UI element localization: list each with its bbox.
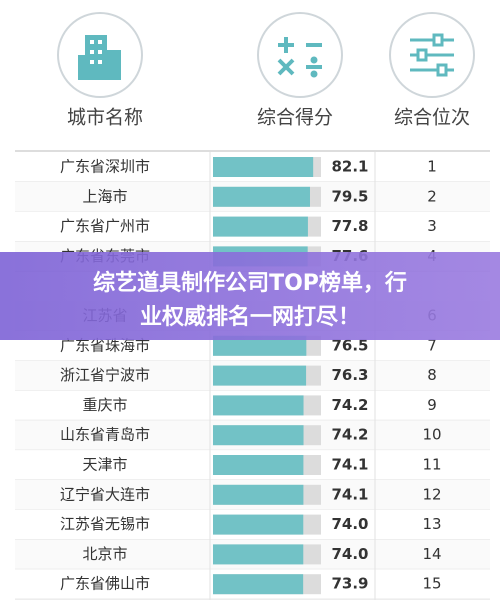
bar <box>213 455 304 475</box>
city: 北京市 <box>82 545 127 563</box>
bar <box>213 574 304 595</box>
score: 76.5 <box>331 336 368 354</box>
banner-text: 综艺道具制作公司TOP榜单，行 <box>93 270 407 296</box>
score: 82.1 <box>331 158 368 176</box>
city: 山东省青岛市 <box>60 426 150 444</box>
rank: 13 <box>422 515 441 533</box>
score: 74.1 <box>331 485 368 503</box>
slider-icon <box>410 33 454 77</box>
math-icon <box>277 37 322 78</box>
rank: 3 <box>427 217 437 235</box>
city: 广东省深圳市 <box>60 158 150 176</box>
bar <box>213 544 304 565</box>
banner-text: 业权威排名一网打尽！ <box>140 304 360 330</box>
city: 辽宁省大连市 <box>60 485 150 503</box>
rank: 11 <box>422 456 441 474</box>
bar <box>213 395 304 416</box>
bar <box>213 157 314 177</box>
city: 江苏省无锡市 <box>60 515 150 533</box>
table: 广东省深圳市82.11上海市79.52广东省广州市77.83广东省东莞市77.6… <box>15 152 490 600</box>
bar <box>213 216 308 237</box>
city: 广东省佛山市 <box>60 575 150 593</box>
column-header: 城市名称 <box>67 107 143 129</box>
column-header: 综合位次 <box>394 107 470 129</box>
banner <box>0 252 500 340</box>
score: 74.2 <box>331 426 368 444</box>
rank: 15 <box>422 575 441 593</box>
rank: 7 <box>427 336 437 354</box>
bar <box>213 365 307 386</box>
icons <box>57 12 475 98</box>
rank: 1 <box>427 158 437 176</box>
city: 上海市 <box>82 187 127 205</box>
rank: 2 <box>427 187 437 205</box>
bar <box>213 514 304 535</box>
bar <box>213 186 310 207</box>
score: 74.0 <box>331 515 368 533</box>
score: 77.8 <box>331 217 368 235</box>
city: 重庆市 <box>82 396 127 414</box>
rank: 8 <box>427 366 437 384</box>
score: 76.3 <box>331 366 368 384</box>
score: 73.9 <box>331 575 368 593</box>
column-header: 综合得分 <box>257 107 333 129</box>
score: 74.2 <box>331 396 368 414</box>
bar <box>213 425 304 446</box>
score: 79.5 <box>331 187 368 205</box>
score: 74.0 <box>331 545 368 563</box>
building-icon <box>78 35 121 80</box>
city: 浙江省宁波市 <box>60 366 150 384</box>
city: 天津市 <box>82 456 127 474</box>
rank: 10 <box>422 426 441 444</box>
city: 广东省珠海市 <box>60 336 150 354</box>
bar <box>213 335 307 356</box>
score: 74.1 <box>331 456 368 474</box>
rank: 9 <box>427 396 437 414</box>
rank: 14 <box>422 545 441 563</box>
bar <box>213 484 304 505</box>
city: 广东省广州市 <box>60 217 150 235</box>
rank: 12 <box>422 485 441 503</box>
